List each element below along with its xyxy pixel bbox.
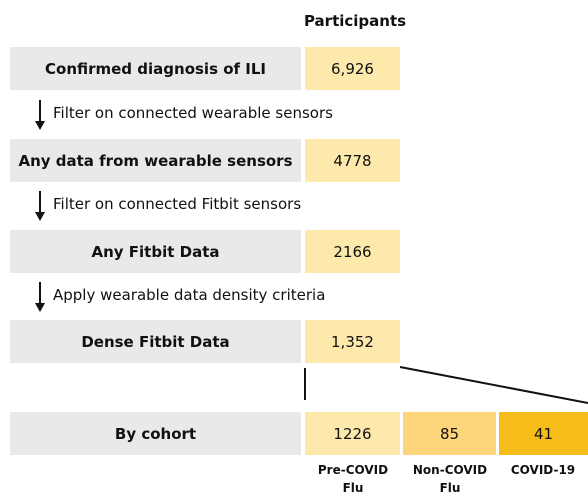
arrowhead — [35, 121, 45, 130]
header-title: Participants — [303, 12, 407, 30]
cohort-value: 1226 — [305, 412, 400, 455]
step-value: 6,926 — [305, 47, 400, 90]
cohort-name: Pre-COVID Flu — [317, 463, 389, 495]
step-value: 2166 — [305, 230, 400, 273]
step-label: Confirmed diagnosis of ILI — [10, 47, 301, 90]
step-value: 4778 — [305, 139, 400, 182]
filter-text: Apply wearable data density criteria — [53, 286, 326, 304]
cohort-label: By cohort — [10, 412, 301, 455]
connector-line — [399, 366, 588, 404]
arrowhead — [35, 212, 45, 221]
cohort-name: Non-COVID Flu — [412, 463, 488, 495]
filter-text: Filter on connected Fitbit sensors — [53, 195, 302, 213]
step-label: Any data from wearable sensors — [10, 139, 301, 182]
cohort-value: 41 — [499, 412, 588, 455]
step-value: 1,352 — [305, 320, 400, 363]
step-label: Dense Fitbit Data — [10, 320, 301, 363]
filter-text: Filter on connected wearable sensors — [53, 104, 333, 122]
cohort-name: COVID-19 — [510, 463, 576, 477]
cohort-value: 85 — [403, 412, 496, 455]
step-label: Any Fitbit Data — [10, 230, 301, 273]
arrowhead — [35, 303, 45, 312]
